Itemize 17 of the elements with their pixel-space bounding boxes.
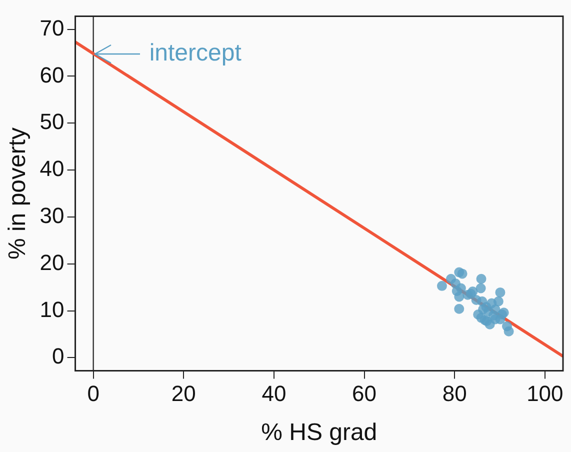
annotation: intercept	[149, 39, 242, 66]
x-tick-label: 20	[171, 381, 196, 406]
y-tick-label: 10	[40, 296, 64, 322]
y-tick-label: 0	[52, 344, 64, 369]
x-axis-title: % HS grad	[261, 419, 378, 446]
y-tick-label: 60	[40, 62, 64, 88]
x-tick-label: 0	[87, 381, 100, 406]
y-tick-label: 70	[40, 15, 64, 40]
x-tick-label: 40	[262, 381, 286, 406]
y-tick-label: 30	[40, 203, 64, 228]
y-axis-title: % in poverty	[4, 127, 32, 260]
y-tick-label: 40	[40, 156, 64, 182]
x-tick-label: 60	[352, 381, 377, 406]
x-tick-label: 80	[442, 381, 467, 406]
y-tick-label: 20	[40, 250, 64, 275]
y-tick-label: 50	[40, 109, 64, 134]
x-tick-label: 100	[526, 381, 564, 406]
